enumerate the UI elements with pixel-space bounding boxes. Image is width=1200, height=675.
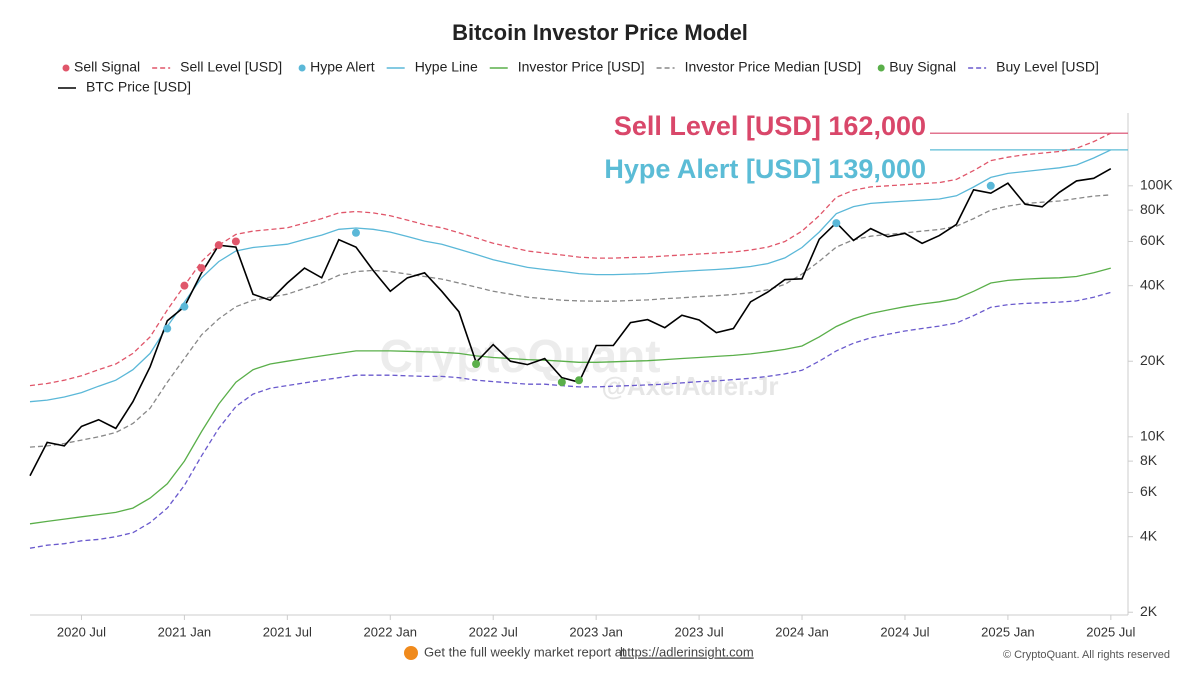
chart-title: Bitcoin Investor Price Model xyxy=(452,20,748,45)
legend-swatch xyxy=(62,64,70,72)
legend-label: Hype Alert xyxy=(310,59,375,75)
footer-link[interactable]: https://adlerinsight.com xyxy=(620,644,754,659)
annotation-label: Sell Level [USD] 162,000 xyxy=(614,111,926,141)
x-tick-label: 2021 Jan xyxy=(158,624,212,639)
annotation-label: Hype Alert [USD] 139,000 xyxy=(604,154,926,184)
legend-label: Buy Level [USD] xyxy=(996,59,1099,75)
legend-label: Sell Signal xyxy=(74,59,140,75)
series-line xyxy=(29,267,1111,525)
watermark: @AxelAdler.Jr xyxy=(601,371,778,401)
series-line xyxy=(29,291,1111,549)
x-tick-label: 2021 Jul xyxy=(263,624,312,639)
x-tick-label: 2023 Jul xyxy=(675,624,724,639)
x-tick-label: 2024 Jul xyxy=(880,624,929,639)
watermark: CryptoQuant xyxy=(379,330,660,382)
legend-label: Investor Price [USD] xyxy=(518,59,645,75)
legend-item: Sell Signal xyxy=(62,59,140,75)
x-tick-label: 2025 Jul xyxy=(1086,624,1135,639)
signal-point xyxy=(986,181,995,190)
legend-label: Hype Line xyxy=(415,59,478,75)
x-tick-label: 2024 Jan xyxy=(775,624,829,639)
legend-item: Buy Level [USD] xyxy=(968,59,1099,75)
x-tick-label: 2023 Jan xyxy=(569,624,623,639)
signal-point xyxy=(351,228,360,237)
series-line xyxy=(29,132,1112,387)
y-tick-label: 6K xyxy=(1140,483,1158,499)
y-tick-label: 100K xyxy=(1140,177,1173,193)
signal-point xyxy=(180,281,189,290)
legend-swatch xyxy=(877,64,885,72)
series-line xyxy=(29,168,1112,477)
x-tick-label: 2025 Jan xyxy=(981,624,1035,639)
x-tick-label: 2022 Jul xyxy=(469,624,518,639)
legend-item: Hype Line xyxy=(386,59,478,75)
x-tick-label: 2022 Jan xyxy=(364,624,418,639)
y-tick-label: 4K xyxy=(1140,527,1158,543)
legend-item: Investor Price [USD] xyxy=(489,59,645,75)
y-tick-label: 10K xyxy=(1140,428,1166,444)
y-tick-label: 8K xyxy=(1140,452,1158,468)
signal-point xyxy=(197,264,206,273)
legend-item: Investor Price Median [USD] xyxy=(656,59,862,75)
signal-point xyxy=(214,241,223,250)
signal-point xyxy=(163,324,172,333)
y-tick-label: 60K xyxy=(1140,232,1166,248)
y-tick-label: 40K xyxy=(1140,276,1166,292)
legend-label: Sell Level [USD] xyxy=(180,59,282,75)
signal-point xyxy=(575,376,583,385)
footer-text: Get the full weekly market report at xyxy=(424,644,626,659)
y-tick-label: 20K xyxy=(1140,352,1166,368)
signal-point xyxy=(231,237,240,246)
signal-point xyxy=(472,360,481,368)
legend-swatch xyxy=(298,64,306,72)
signal-point xyxy=(557,378,566,387)
legend-label: BTC Price [USD] xyxy=(86,79,191,95)
x-tick-label: 2020 Jul xyxy=(57,624,106,639)
footer-icon xyxy=(404,646,418,660)
series-line xyxy=(29,194,1111,448)
copyright: © CryptoQuant. All rights reserved xyxy=(1003,649,1170,661)
legend-item: Sell Level [USD] xyxy=(152,59,282,75)
legend-label: Buy Signal xyxy=(889,59,956,75)
y-tick-label: 80K xyxy=(1140,201,1166,217)
legend-item: BTC Price [USD] xyxy=(58,79,191,95)
legend-item: Hype Alert xyxy=(298,59,375,75)
signal-point xyxy=(180,302,189,311)
legend-item: Buy Signal xyxy=(877,59,956,75)
series-line xyxy=(29,149,1112,403)
signal-point xyxy=(832,219,841,228)
legend-label: Investor Price Median [USD] xyxy=(685,59,862,75)
y-tick-label: 2K xyxy=(1140,603,1158,619)
